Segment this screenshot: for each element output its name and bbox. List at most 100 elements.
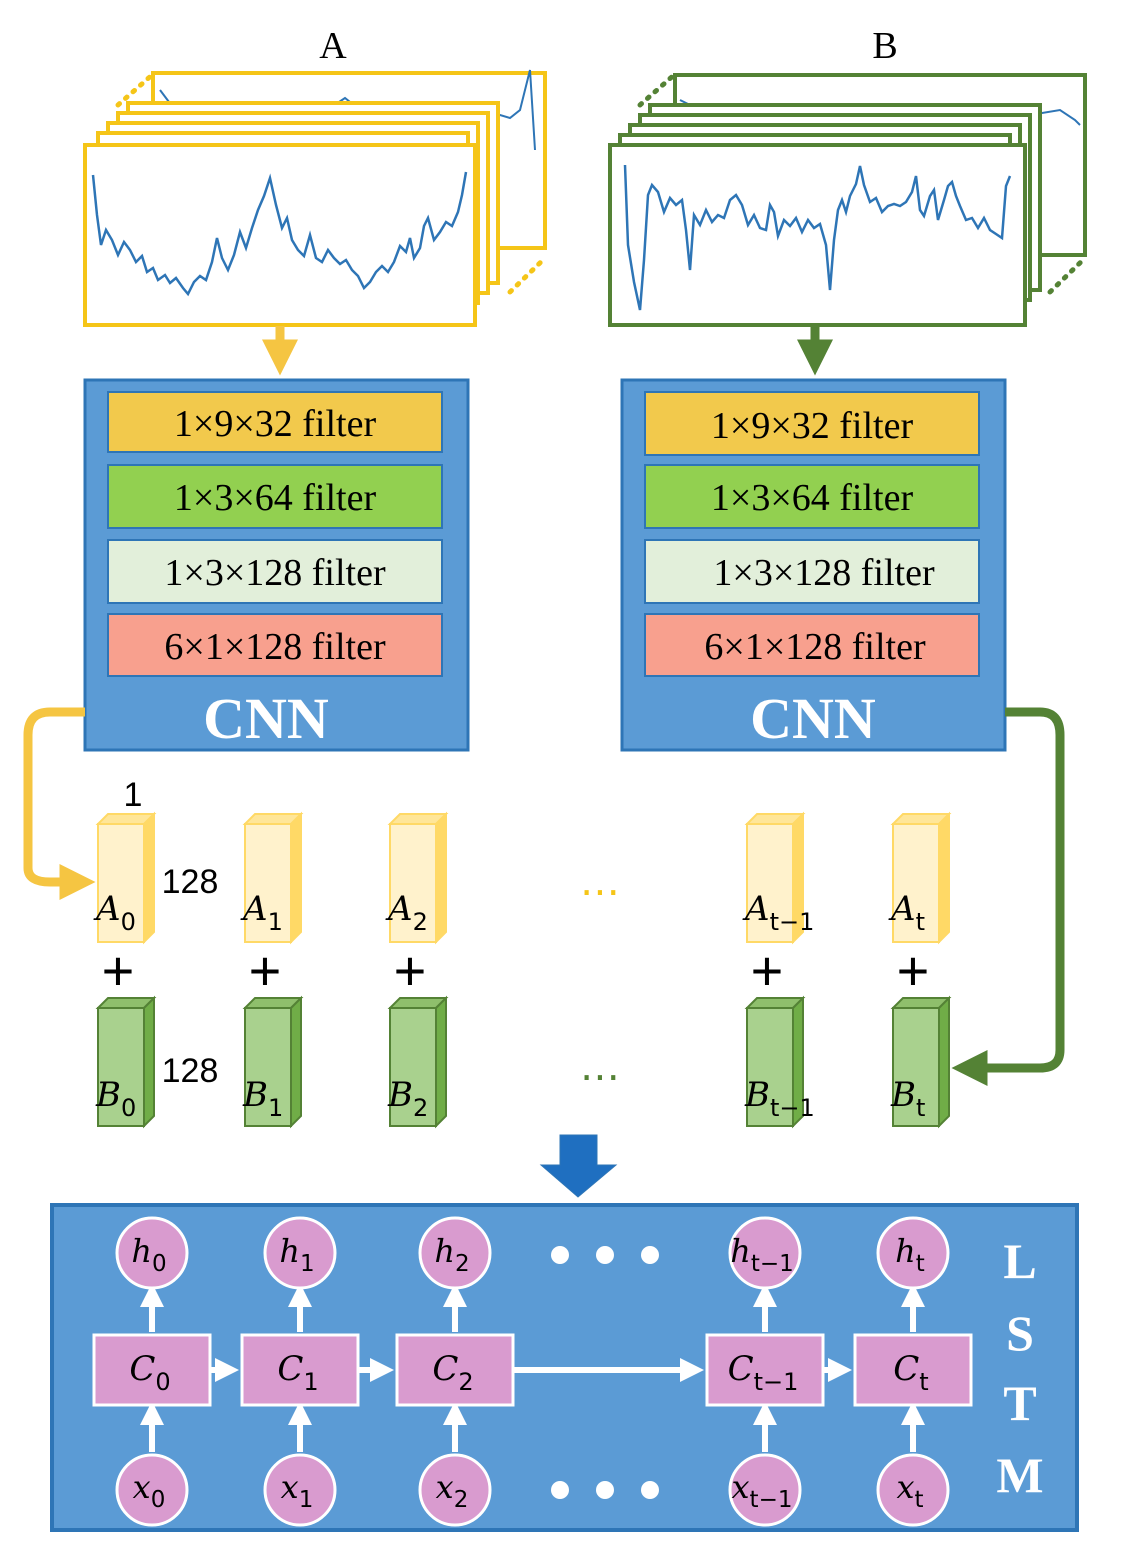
vector-b-label-1-base: B <box>242 1075 268 1115</box>
filter-box-a-3 <box>107 539 443 604</box>
filter-box-b-3 <box>644 539 980 604</box>
cnn-block-a: 1×9×32 filter 1×3×64 filter 1×3×128 filt… <box>83 378 470 752</box>
stack-dots-b-top <box>637 72 677 108</box>
input-node-0 <box>115 1453 189 1527</box>
vector-a-label-3: At−1 <box>742 889 814 936</box>
input-node-2 <box>418 1453 492 1527</box>
input-label-2-subscript: 2 <box>454 1487 469 1513</box>
vector-a-0-side <box>143 811 155 945</box>
plus-sign-1: + <box>249 939 282 1002</box>
vector-a-2-front <box>389 823 437 943</box>
stack-dots-a-bottom <box>507 255 548 295</box>
vector-b-4-side <box>938 995 950 1129</box>
vector-a-label-2-base: A <box>385 889 413 929</box>
hidden-node-2 <box>418 1216 492 1290</box>
ellipsis-dot <box>551 1246 569 1264</box>
cell-label-1-base: C <box>277 1349 303 1389</box>
plus-sign-0: + <box>102 939 135 1002</box>
cell-label-4-subscript: t <box>919 1368 928 1396</box>
cell-label-0-subscript: 0 <box>155 1368 170 1396</box>
vector-a-3-front <box>746 823 794 943</box>
hidden-label-1: h1 <box>279 1232 314 1277</box>
signal-stack-a <box>83 69 548 327</box>
input-label-3-subscript: t−1 <box>750 1487 793 1513</box>
input-node-4 <box>876 1453 950 1527</box>
hidden-node-1 <box>263 1216 337 1290</box>
hidden-label-2-subscript: 2 <box>455 1251 470 1277</box>
vector-a-label-3-subscript: t−1 <box>770 908 815 936</box>
cell-label-3: Ct−1 <box>728 1349 799 1396</box>
cell-box-1 <box>240 1333 360 1407</box>
hidden-label-0-base: h <box>131 1232 152 1270</box>
vector-a-4-front <box>892 823 940 943</box>
ellipsis-dot <box>641 1481 659 1499</box>
input-label-3-base: x <box>732 1468 750 1506</box>
vector-b-4-front <box>892 1007 940 1127</box>
cell-label-0-base: C <box>129 1349 155 1389</box>
vector-a-label-4: At <box>888 889 925 936</box>
lstm-letter-t: T <box>1003 1375 1036 1431</box>
vector-b-2-front <box>389 1007 437 1127</box>
cell-box-0 <box>92 1333 212 1407</box>
lstm-letter-s: S <box>1006 1305 1034 1361</box>
filter-box-b-1 <box>644 391 980 456</box>
hidden-label-4-base: h <box>895 1232 916 1270</box>
vector-b-3-front <box>746 1007 794 1127</box>
input-label-0-subscript: 0 <box>151 1487 166 1513</box>
cell-label-4: Ct <box>893 1349 928 1396</box>
cell-box-2 <box>395 1333 515 1407</box>
vector-b-3 <box>744 995 806 1129</box>
plus-sign-3: + <box>751 939 784 1002</box>
cell-label-1: C1 <box>277 1349 318 1396</box>
hidden-label-1-base: h <box>279 1232 300 1270</box>
cnn-block-b: 1×9×32 filter 1×3×64 filter 1×3×128 filt… <box>620 378 1007 752</box>
ellipsis-dot <box>551 1481 569 1499</box>
vector-b-label-3-subscript: t−1 <box>770 1094 815 1122</box>
cell-box-3 <box>705 1333 825 1407</box>
input-node-1 <box>263 1453 337 1527</box>
vector-b-label-2-subscript: 2 <box>413 1094 428 1122</box>
vector-a-0 <box>95 811 157 945</box>
dim-height-label-a: 128 <box>162 863 219 901</box>
down-arrow-to-lstm <box>539 1134 618 1198</box>
cell-label-2-base: C <box>432 1349 458 1389</box>
cell-label-0: C0 <box>129 1349 170 1396</box>
input-label-3: xt−1 <box>732 1468 793 1513</box>
vector-b-label-3: Bt−1 <box>744 1075 815 1122</box>
hidden-label-2: h2 <box>434 1232 469 1277</box>
plus-sign-2: + <box>394 939 427 1002</box>
hidden-label-3-base: h <box>730 1232 751 1270</box>
vector-b-2 <box>387 995 449 1129</box>
vector-b-1-front <box>244 1007 292 1127</box>
filter-label-b-3: 1×3×128 filter <box>713 552 935 594</box>
cell-label-2: C2 <box>432 1349 473 1396</box>
vector-b-label-4: Bt <box>890 1075 925 1122</box>
hidden-label-1-subscript: 1 <box>300 1251 315 1277</box>
hidden-label-4: ht <box>895 1232 925 1277</box>
vector-b-label-4-subscript: t <box>916 1094 925 1122</box>
cnn-label-b: CNN <box>750 686 876 751</box>
ellipsis-b: ⋯ <box>580 1055 620 1099</box>
signal-waveform-a <box>91 171 468 297</box>
input-label-1-base: x <box>281 1468 299 1506</box>
signal-frame-front-b <box>608 143 1027 327</box>
plus-sign-4: + <box>897 939 930 1002</box>
filter-box-a-2 <box>107 464 443 529</box>
filter-box-a-1 <box>107 391 443 453</box>
lstm-letter-l: L <box>1003 1233 1036 1289</box>
column-label-b: B <box>872 25 897 67</box>
filter-box-a-4 <box>107 613 443 677</box>
hidden-label-3: ht−1 <box>730 1232 794 1277</box>
connector-cnn-a-to-a0 <box>23 707 96 900</box>
vector-b-label-4-base: B <box>890 1075 916 1115</box>
filter-label-a-2: 1×3×64 filter <box>174 477 377 519</box>
vector-b-0 <box>95 995 157 1129</box>
filter-label-b-2: 1×3×64 filter <box>711 477 914 519</box>
vector-a-label-1-subscript: 1 <box>268 908 283 936</box>
lstm-ellipsis-bottom <box>551 1481 659 1499</box>
stack-dots-a-top <box>115 72 155 108</box>
vector-b-label-1: B1 <box>242 1075 283 1122</box>
